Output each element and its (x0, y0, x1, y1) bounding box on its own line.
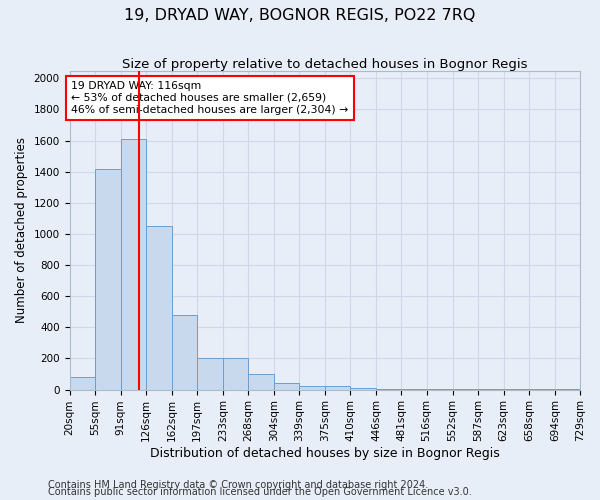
Bar (197, 358, 223, 390)
Title: Size of property relative to detached houses in Bognor Regis: Size of property relative to detached ho… (122, 58, 527, 70)
Bar (121, 139, 146, 390)
Bar (95, 170, 121, 390)
Bar (248, 374, 274, 390)
Bar (376, 389, 401, 390)
Y-axis label: Number of detached properties: Number of detached properties (15, 137, 28, 323)
Text: 19 DRYAD WAY: 116sqm
← 53% of detached houses are smaller (2,659)
46% of semi-de: 19 DRYAD WAY: 116sqm ← 53% of detached h… (71, 82, 348, 114)
Text: Contains public sector information licensed under the Open Government Licence v3: Contains public sector information licen… (48, 487, 472, 497)
Bar (299, 386, 325, 390)
Text: 19, DRYAD WAY, BOGNOR REGIS, PO22 7RQ: 19, DRYAD WAY, BOGNOR REGIS, PO22 7RQ (124, 8, 476, 22)
Bar (70, 377, 95, 390)
Bar (223, 358, 248, 390)
Bar (274, 382, 299, 390)
Text: Contains HM Land Registry data © Crown copyright and database right 2024.: Contains HM Land Registry data © Crown c… (48, 480, 428, 490)
Bar (146, 226, 172, 390)
Bar (350, 388, 376, 390)
X-axis label: Distribution of detached houses by size in Bognor Regis: Distribution of detached houses by size … (150, 447, 500, 460)
Bar (172, 315, 197, 390)
Bar (325, 386, 350, 390)
